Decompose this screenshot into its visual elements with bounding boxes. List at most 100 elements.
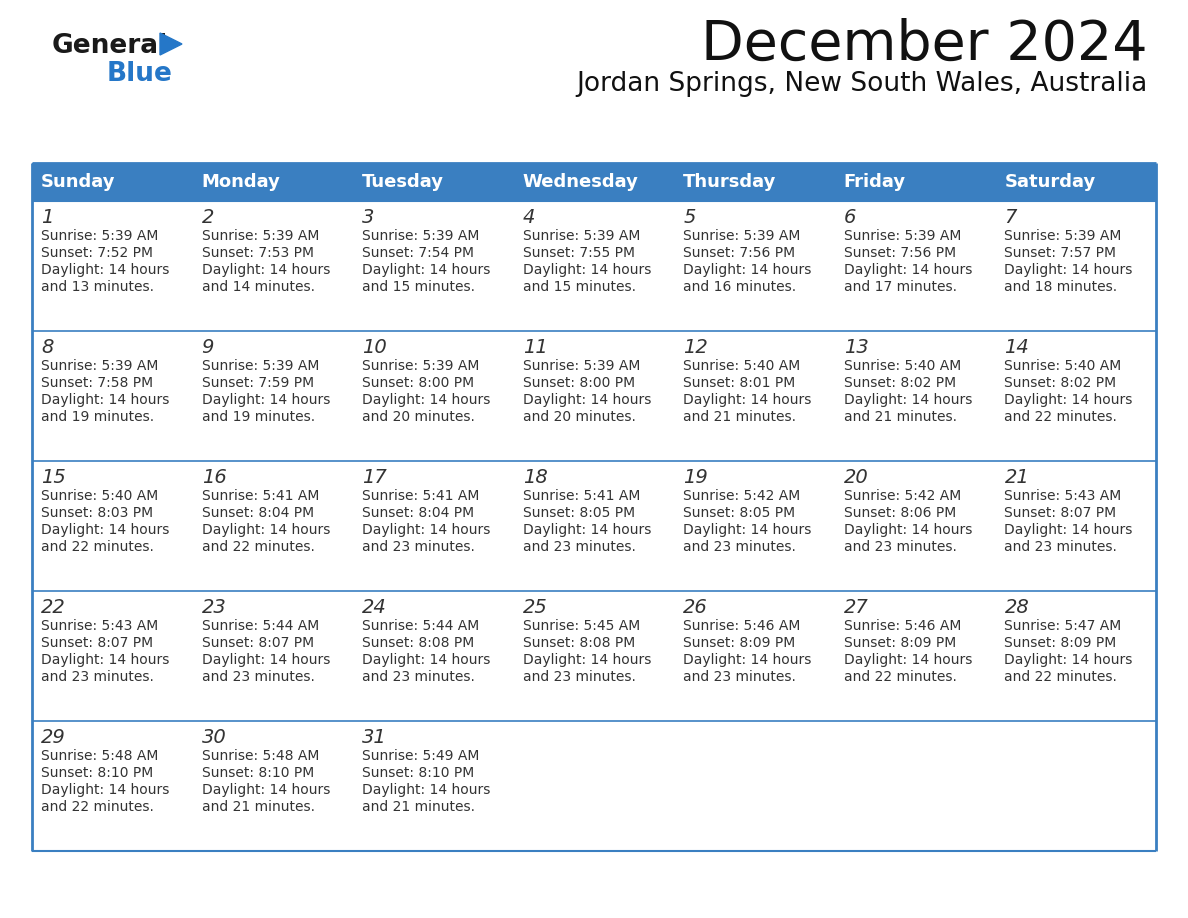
Text: Daylight: 14 hours: Daylight: 14 hours [1004, 263, 1133, 277]
Text: and 19 minutes.: and 19 minutes. [202, 410, 315, 424]
Text: and 16 minutes.: and 16 minutes. [683, 280, 796, 294]
Text: Blue: Blue [107, 61, 173, 87]
Text: Daylight: 14 hours: Daylight: 14 hours [683, 263, 811, 277]
Text: 4: 4 [523, 208, 535, 227]
Text: Sunrise: 5:39 AM: Sunrise: 5:39 AM [843, 229, 961, 243]
Text: Sunset: 8:00 PM: Sunset: 8:00 PM [523, 376, 634, 390]
Text: Sunrise: 5:39 AM: Sunrise: 5:39 AM [202, 359, 318, 373]
Text: Monday: Monday [202, 173, 280, 191]
Text: and 18 minutes.: and 18 minutes. [1004, 280, 1118, 294]
Text: and 21 minutes.: and 21 minutes. [362, 800, 475, 814]
Text: Daylight: 14 hours: Daylight: 14 hours [683, 393, 811, 407]
Text: Daylight: 14 hours: Daylight: 14 hours [362, 393, 491, 407]
Text: Thursday: Thursday [683, 173, 777, 191]
Text: and 15 minutes.: and 15 minutes. [362, 280, 475, 294]
Text: Daylight: 14 hours: Daylight: 14 hours [523, 393, 651, 407]
Text: 5: 5 [683, 208, 696, 227]
Text: Daylight: 14 hours: Daylight: 14 hours [523, 263, 651, 277]
Text: 14: 14 [1004, 338, 1029, 357]
Text: Daylight: 14 hours: Daylight: 14 hours [683, 653, 811, 667]
Text: Sunrise: 5:47 AM: Sunrise: 5:47 AM [1004, 619, 1121, 633]
Text: and 23 minutes.: and 23 minutes. [843, 540, 956, 554]
Text: 15: 15 [42, 468, 65, 487]
Text: Sunrise: 5:39 AM: Sunrise: 5:39 AM [523, 229, 640, 243]
Text: 13: 13 [843, 338, 868, 357]
Text: and 22 minutes.: and 22 minutes. [42, 800, 154, 814]
Text: Daylight: 14 hours: Daylight: 14 hours [843, 263, 972, 277]
Text: Sunset: 8:08 PM: Sunset: 8:08 PM [362, 636, 474, 650]
Text: Wednesday: Wednesday [523, 173, 639, 191]
Text: Daylight: 14 hours: Daylight: 14 hours [843, 523, 972, 537]
Text: and 20 minutes.: and 20 minutes. [523, 410, 636, 424]
Text: Daylight: 14 hours: Daylight: 14 hours [843, 393, 972, 407]
Text: and 22 minutes.: and 22 minutes. [202, 540, 315, 554]
Text: Sunset: 8:05 PM: Sunset: 8:05 PM [523, 506, 634, 520]
Text: Daylight: 14 hours: Daylight: 14 hours [362, 263, 491, 277]
Text: and 20 minutes.: and 20 minutes. [362, 410, 475, 424]
Text: Sunset: 8:08 PM: Sunset: 8:08 PM [523, 636, 634, 650]
Text: 18: 18 [523, 468, 548, 487]
Text: Sunrise: 5:39 AM: Sunrise: 5:39 AM [202, 229, 318, 243]
Text: Daylight: 14 hours: Daylight: 14 hours [42, 653, 170, 667]
Text: and 23 minutes.: and 23 minutes. [42, 670, 154, 684]
Text: Sunrise: 5:46 AM: Sunrise: 5:46 AM [843, 619, 961, 633]
Text: and 23 minutes.: and 23 minutes. [362, 540, 475, 554]
Text: and 23 minutes.: and 23 minutes. [523, 670, 636, 684]
Text: 31: 31 [362, 728, 387, 747]
Text: Sunset: 8:09 PM: Sunset: 8:09 PM [843, 636, 956, 650]
Text: and 22 minutes.: and 22 minutes. [1004, 410, 1117, 424]
Text: and 21 minutes.: and 21 minutes. [683, 410, 796, 424]
Text: Sunset: 8:02 PM: Sunset: 8:02 PM [843, 376, 956, 390]
Text: 27: 27 [843, 598, 868, 617]
Text: 29: 29 [42, 728, 65, 747]
Text: and 22 minutes.: and 22 minutes. [843, 670, 956, 684]
Text: Sunset: 7:54 PM: Sunset: 7:54 PM [362, 246, 474, 260]
Text: Jordan Springs, New South Wales, Australia: Jordan Springs, New South Wales, Austral… [576, 71, 1148, 97]
Text: Daylight: 14 hours: Daylight: 14 hours [523, 523, 651, 537]
Text: and 13 minutes.: and 13 minutes. [42, 280, 154, 294]
Text: 24: 24 [362, 598, 387, 617]
Text: and 22 minutes.: and 22 minutes. [1004, 670, 1117, 684]
Text: Sunset: 7:56 PM: Sunset: 7:56 PM [843, 246, 956, 260]
Text: Sunrise: 5:43 AM: Sunrise: 5:43 AM [42, 619, 158, 633]
Text: Sunrise: 5:48 AM: Sunrise: 5:48 AM [202, 749, 318, 763]
Text: and 22 minutes.: and 22 minutes. [42, 540, 154, 554]
Text: Tuesday: Tuesday [362, 173, 444, 191]
Text: 16: 16 [202, 468, 227, 487]
Text: Sunrise: 5:44 AM: Sunrise: 5:44 AM [362, 619, 480, 633]
Text: Sunset: 7:58 PM: Sunset: 7:58 PM [42, 376, 153, 390]
Text: Sunrise: 5:40 AM: Sunrise: 5:40 AM [42, 489, 158, 503]
Text: Daylight: 14 hours: Daylight: 14 hours [202, 393, 330, 407]
Text: Sunrise: 5:41 AM: Sunrise: 5:41 AM [202, 489, 318, 503]
Text: Sunrise: 5:41 AM: Sunrise: 5:41 AM [523, 489, 640, 503]
Text: Daylight: 14 hours: Daylight: 14 hours [1004, 653, 1133, 667]
Text: and 23 minutes.: and 23 minutes. [683, 670, 796, 684]
Text: 26: 26 [683, 598, 708, 617]
Text: and 23 minutes.: and 23 minutes. [523, 540, 636, 554]
Text: 11: 11 [523, 338, 548, 357]
Text: Sunrise: 5:41 AM: Sunrise: 5:41 AM [362, 489, 480, 503]
Text: Sunset: 7:56 PM: Sunset: 7:56 PM [683, 246, 796, 260]
Text: Daylight: 14 hours: Daylight: 14 hours [42, 263, 170, 277]
Text: Daylight: 14 hours: Daylight: 14 hours [202, 523, 330, 537]
Text: 3: 3 [362, 208, 374, 227]
Text: Daylight: 14 hours: Daylight: 14 hours [523, 653, 651, 667]
Text: and 19 minutes.: and 19 minutes. [42, 410, 154, 424]
Polygon shape [160, 33, 182, 55]
Text: Sunrise: 5:44 AM: Sunrise: 5:44 AM [202, 619, 318, 633]
Text: Daylight: 14 hours: Daylight: 14 hours [202, 783, 330, 797]
Text: 22: 22 [42, 598, 65, 617]
Text: 17: 17 [362, 468, 387, 487]
Text: and 15 minutes.: and 15 minutes. [523, 280, 636, 294]
Text: Daylight: 14 hours: Daylight: 14 hours [683, 523, 811, 537]
Text: Sunrise: 5:40 AM: Sunrise: 5:40 AM [1004, 359, 1121, 373]
Text: Daylight: 14 hours: Daylight: 14 hours [202, 653, 330, 667]
Text: Sunset: 8:07 PM: Sunset: 8:07 PM [1004, 506, 1117, 520]
Text: Sunrise: 5:42 AM: Sunrise: 5:42 AM [843, 489, 961, 503]
Text: Sunset: 8:10 PM: Sunset: 8:10 PM [202, 766, 314, 780]
Text: 8: 8 [42, 338, 53, 357]
Text: Sunset: 7:59 PM: Sunset: 7:59 PM [202, 376, 314, 390]
Bar [32, 461, 1156, 591]
Text: Sunset: 8:03 PM: Sunset: 8:03 PM [42, 506, 153, 520]
Text: Daylight: 14 hours: Daylight: 14 hours [42, 393, 170, 407]
